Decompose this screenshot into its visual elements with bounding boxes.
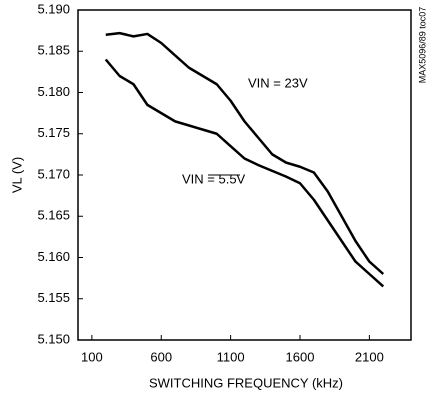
y-tick-label: 5.185 [37, 43, 70, 58]
x-tick-label: 1100 [217, 349, 245, 364]
series-label-bg [246, 75, 322, 93]
y-axis-label: VL (V) [9, 157, 24, 193]
y-tick-label: 5.155 [37, 290, 70, 305]
series-line [105, 31, 385, 275]
y-tick-label: 5.165 [37, 208, 70, 223]
y-tick-label: 5.160 [37, 249, 70, 264]
y-tick-label: 5.170 [37, 166, 70, 181]
y-tick-label: 5.190 [37, 1, 70, 16]
y-tick-label: 5.150 [37, 331, 70, 346]
series-line [104, 58, 385, 288]
x-tick-label: 2100 [355, 349, 384, 364]
y-tick-label: 5.175 [37, 125, 70, 140]
side-note: MAX5096/89 toc07 [417, 7, 427, 84]
x-tick-label: 1600 [286, 349, 315, 364]
y-tick-label: 5.180 [37, 84, 70, 99]
x-tick-label: 600 [150, 349, 172, 364]
series-label: VIN = 5.5V [182, 171, 246, 186]
x-axis-label: SWITCHING FREQUENCY (kHz) [149, 375, 343, 390]
series-label: VIN = 23V [248, 75, 308, 90]
x-tick-label: 100 [81, 349, 103, 364]
